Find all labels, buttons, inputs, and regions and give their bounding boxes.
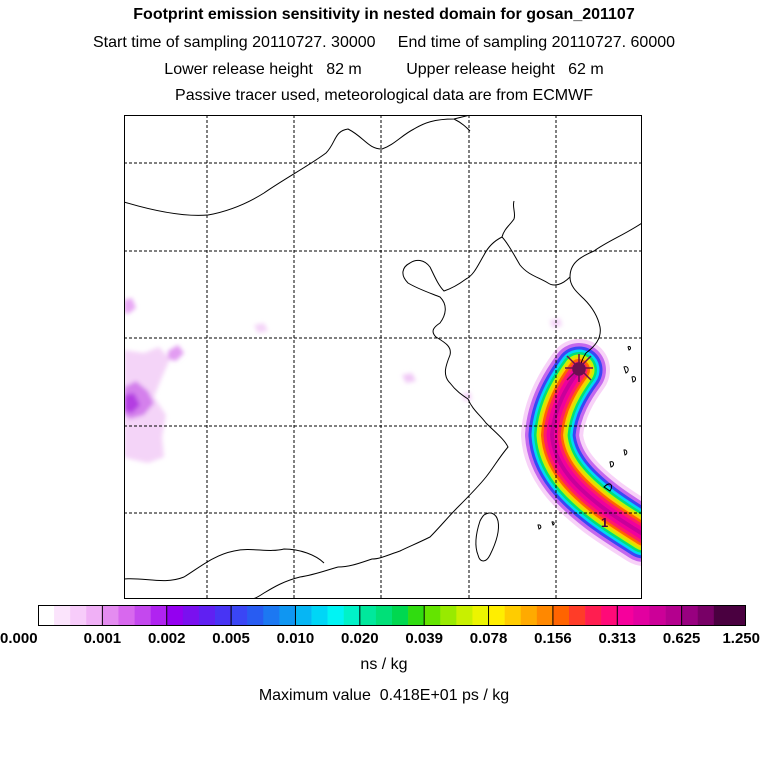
units-label: ns / kg [360,656,408,673]
grid-lines [124,115,642,599]
color-bar-segment [38,605,55,626]
color-bar-segment [263,605,280,626]
footprint-map: 1 [124,115,642,599]
color-bar-segment [552,605,570,626]
release-heights: Lower release height 82 m Upper release … [0,61,768,79]
color-bar-segment [729,605,746,626]
plume [521,339,642,566]
start-value: 20110727. 30000 [252,34,376,51]
color-bar-segment [697,605,715,626]
upper-value: 62 m [568,61,604,78]
color-bar-tick-label: 0.625 [662,630,701,647]
sampling-times: Start time of sampling 20110727. 30000 E… [0,34,768,52]
color-bar-segment [440,605,457,626]
color-bar-segment [488,605,505,626]
color-bar-segment [118,605,135,626]
color-bar-tick-label: 0.000 [0,630,38,647]
end-value: 20110727. 60000 [551,34,676,51]
color-bar-segment [472,605,489,626]
color-bar-segment [343,605,361,626]
color-bar-tick-label: 0.020 [341,630,379,647]
color-bar-segment [134,605,151,626]
color-bar-segment [585,605,602,626]
color-bar-segment [215,605,232,626]
color-bar-segment [424,605,441,626]
color-bar-segment [327,605,345,626]
color-bar-segment [617,605,634,626]
color-bar-segment [681,605,699,626]
color-bar-segment [375,605,393,626]
color-bar-segment [359,605,377,626]
color-bar-segment [504,605,522,626]
color-bar-segment [456,605,473,626]
color-bar-segment [649,605,666,626]
color-bar-border [38,605,746,626]
lower-label: Lower release height [164,61,313,78]
color-bar-segment [601,605,618,626]
color-bar-segment [102,605,119,626]
color-bar-segment [70,605,87,626]
color-bar-segment [231,605,248,626]
color-bar-tick-label: 0.078 [469,630,508,647]
color-bar [38,605,746,626]
color-bar-tick-label: 0.001 [83,630,122,647]
color-bar-segment [536,605,554,626]
color-bar-segment [665,605,682,626]
color-bar-tick-label: 0.039 [405,630,443,647]
color-bar-segment [713,605,731,626]
plume-marker-label: 1 [601,515,608,530]
color-bar-segment [279,605,296,626]
color-bar-segment [247,605,264,626]
color-bar-tick-label: 0.010 [276,630,315,647]
plot-title: Footprint emission sensitivity in nested… [133,6,635,23]
color-bar-segment [633,605,650,626]
color-bar-segment [182,605,200,626]
color-bar-tick-label: 1.250 [722,630,760,647]
color-bar-segment [295,605,312,626]
color-bar-segment [392,605,409,626]
lower-value: 82 m [326,61,362,78]
max-value: Maximum value 0.418E+01 ps / kg [258,687,510,704]
color-bar-segment [569,605,586,626]
end-label: End time of sampling [397,34,548,51]
start-label: Start time of sampling [92,34,248,51]
tracer-note: Passive tracer used, meteorological data… [175,87,593,104]
color-bar-segment [54,605,71,626]
color-bar-segment [166,605,184,626]
sensitivity-patches [124,298,562,463]
color-bar-segment [198,605,216,626]
receptor-star-marker [565,354,593,382]
color-bar-tick-label: 0.002 [147,630,186,647]
color-bar-segment [520,605,538,626]
color-bar-segment [408,605,425,626]
color-bar-segment [86,605,103,626]
color-bar-tick-label: 0.156 [534,630,572,647]
color-bar-segment [150,605,168,626]
upper-label: Upper release height [406,61,555,78]
color-bar-tick-label: 0.313 [598,630,637,647]
color-bar-segment [311,605,328,626]
color-bar-tick-label: 0.005 [212,630,250,647]
